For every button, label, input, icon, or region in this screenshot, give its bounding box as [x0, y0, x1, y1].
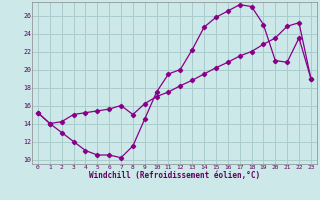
X-axis label: Windchill (Refroidissement éolien,°C): Windchill (Refroidissement éolien,°C): [89, 171, 260, 180]
